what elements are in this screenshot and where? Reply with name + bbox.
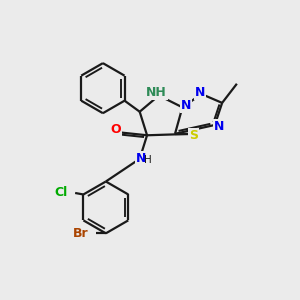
Text: NH: NH <box>146 86 167 99</box>
Text: N: N <box>181 99 191 112</box>
Text: Cl: Cl <box>54 187 68 200</box>
Text: O: O <box>110 124 121 136</box>
Text: N: N <box>136 152 146 165</box>
Text: N: N <box>195 86 205 99</box>
Text: S: S <box>189 129 198 142</box>
Text: Br: Br <box>72 227 88 240</box>
Text: N: N <box>214 120 224 133</box>
Text: H: H <box>144 155 152 165</box>
